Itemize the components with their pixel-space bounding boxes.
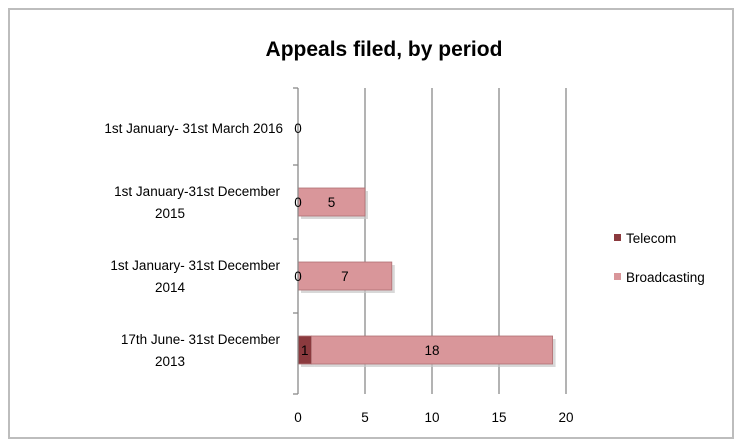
category-label: 2015: [155, 206, 185, 221]
category-label: 2013: [155, 354, 185, 369]
data-label: 1: [301, 343, 309, 358]
axes: [293, 87, 299, 395]
bars: [297, 187, 556, 367]
category-label: 1st January-31st December: [114, 184, 280, 199]
legend: Telecom Broadcasting: [614, 231, 705, 285]
legend-swatch-broadcasting: [614, 273, 621, 280]
x-tick-label: 5: [361, 410, 369, 425]
category-label: 2014: [155, 280, 186, 295]
legend-label-broadcasting: Broadcasting: [626, 270, 705, 285]
data-label: 7: [341, 269, 349, 284]
bar-broadcasting: [310, 335, 553, 365]
category-label: 1st January- 31st March 2016: [104, 121, 283, 136]
data-label: 18: [424, 343, 439, 358]
x-tick-label: 0: [294, 410, 302, 425]
x-tick-label: 15: [491, 410, 506, 425]
category-label: 17th June- 31st December: [121, 332, 281, 347]
legend-label-telecom: Telecom: [626, 231, 676, 246]
data-label: 5: [328, 195, 336, 210]
x-tick-label: 10: [424, 410, 439, 425]
data-label: 0: [294, 269, 302, 284]
chart-title: Appeals filed, by period: [266, 38, 503, 61]
data-label: 0: [294, 195, 302, 210]
x-tick-label: 20: [558, 410, 573, 425]
legend-swatch-telecom: [614, 234, 621, 241]
data-label: 0: [294, 121, 302, 136]
category-label: 1st January- 31st December: [110, 258, 280, 273]
chart-frame: [8, 8, 734, 439]
bar-broadcasting: [297, 187, 366, 217]
